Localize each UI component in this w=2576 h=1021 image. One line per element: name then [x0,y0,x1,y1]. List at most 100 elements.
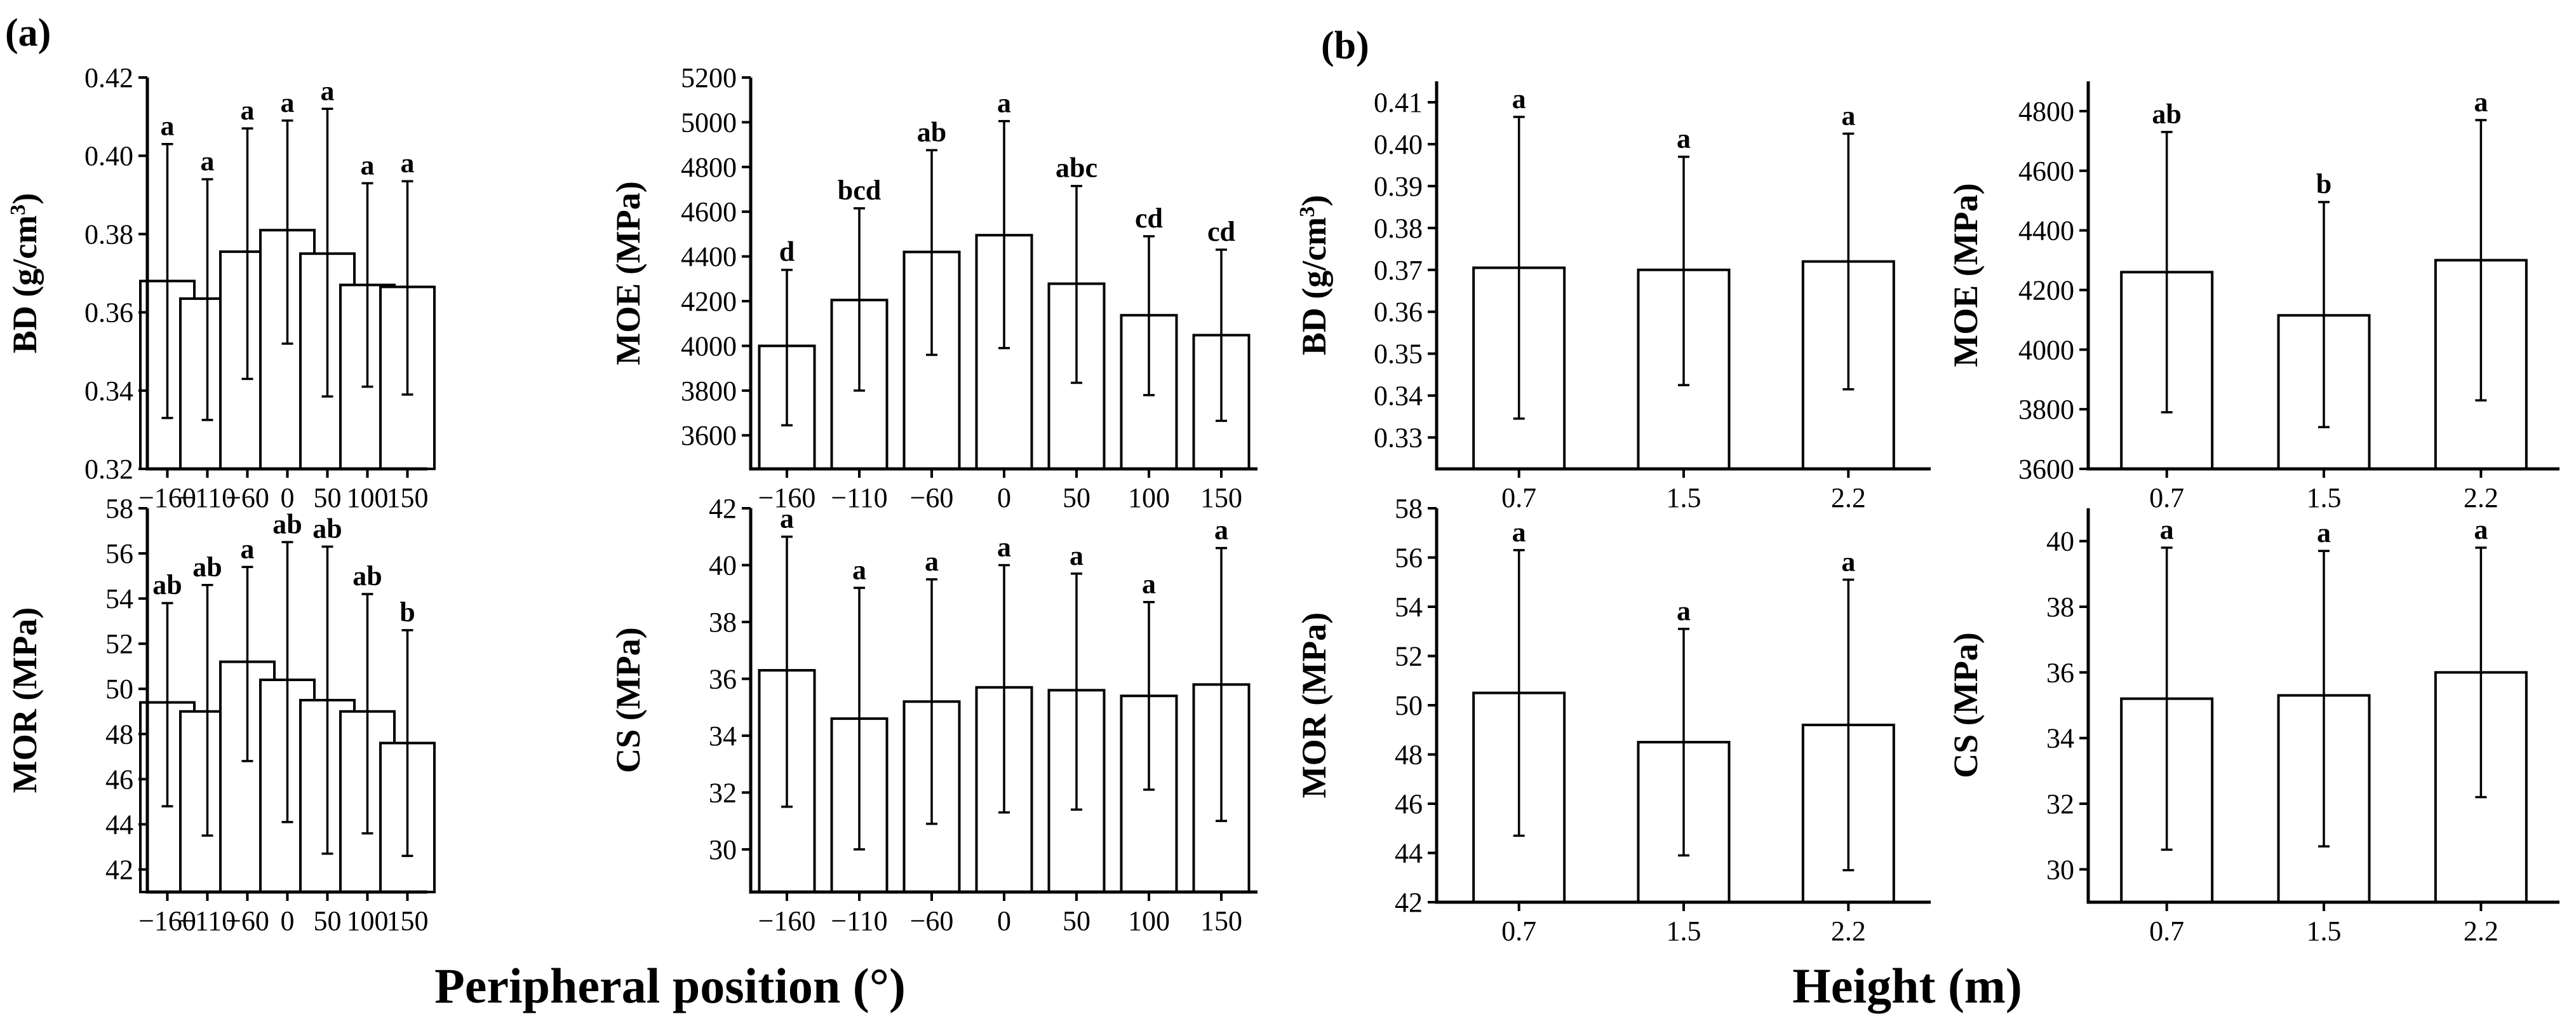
y-tick-label: 48 [1395,740,1423,771]
x-tick-label: −110 [179,482,236,513]
y-axis-label: MOR (MPa) [6,607,44,793]
y-tick-label: 3600 [2018,454,2074,485]
significance-label: ab [192,551,222,583]
significance-label: d [779,236,795,267]
x-tick-label: 50 [314,905,342,936]
y-axis-label: BD (g/cm3) [1295,195,1333,355]
y-tick-label: 4600 [681,196,737,227]
x-tick-label: −160 [138,905,196,936]
significance-label: a [401,147,415,179]
x-tick-label: 0 [281,905,295,936]
significance-label: cd [1135,203,1163,234]
y-tick-label: 32 [709,777,737,808]
y-tick-label: 38 [2046,592,2074,623]
chart-8: a a a 30 32 34 36 38 40 0.7 1.5 2.2 CS (MPa) [1947,508,2559,947]
charts-container: aaa a aa a0.320.340.360.380.400.42−160−110−… [6,62,2559,947]
x-tick-label: −60 [225,905,269,936]
axis-frame [1435,81,1931,471]
x-tick-label: −60 [225,482,269,513]
y-tick-label: 0.32 [84,454,133,485]
significance-label: a [1677,595,1691,626]
y-tick-label: 44 [105,809,133,840]
y-tick-label: 4400 [2018,215,2074,247]
significance-label: a [161,111,175,142]
x-tick-label: −110 [831,905,887,936]
y-axis-label: MOE (MPa) [1947,183,1985,367]
significance-label: a [361,149,375,180]
y-tick-label: 36 [2046,657,2074,688]
significance-label: ab [272,508,302,539]
significance-label: a [1214,515,1228,546]
y-tick-label: 3600 [681,420,737,451]
significance-label: a [1512,517,1526,548]
significance-label: a [241,533,255,564]
y-tick-label: 0.33 [1374,423,1423,454]
x-tick-label: −110 [831,482,887,513]
panel-label-a: (a) [5,11,51,55]
y-tick-label: 0.38 [1374,213,1423,244]
significance-label: ab [152,569,182,600]
significance-label: a [1841,546,1855,577]
significance-label: abc [1056,152,1097,184]
x-tick-label: 1.5 [1667,482,1701,513]
significance-label: ab [2152,98,2181,130]
y-tick-label: 40 [709,550,737,581]
y-tick-label: 0.38 [84,219,133,250]
y-tick-label: 34 [2046,723,2074,754]
significance-label: a [281,87,295,118]
y-tick-label: 0.39 [1374,171,1423,202]
y-tick-label: 42 [709,493,737,524]
x-tick-label: 100 [347,482,389,513]
y-tick-label: 3800 [2018,394,2074,425]
y-tick-label: 0.35 [1374,339,1423,370]
y-tick-label: 58 [105,493,133,524]
x-tick-label: 0.7 [2149,482,2184,513]
axis-frame [749,78,1258,471]
y-tick-label: 32 [2046,788,2074,820]
y-axis-label: MOR (MPa) [1295,612,1333,798]
y-tick-label: 5200 [681,62,737,93]
y-tick-label: 38 [709,607,737,638]
significance-label: a [2474,514,2488,545]
y-tick-label: 56 [1395,543,1423,574]
y-tick-label: 52 [1395,641,1423,672]
y-tick-label: 4200 [2018,274,2074,306]
y-tick-label: 34 [709,720,737,752]
x-tick-label: 0 [281,482,295,513]
significance-label: a [997,531,1011,562]
significance-label: a [852,554,866,585]
y-tick-label: 4200 [681,286,737,317]
x-tick-label: −60 [910,482,954,513]
x-tick-label: 100 [347,905,389,936]
significance-label: ab [352,560,382,592]
x-tick-label: 100 [1128,482,1170,513]
x-tick-label: 1.5 [2307,916,2342,947]
x-tick-label: −110 [179,905,236,936]
y-tick-label: 0.37 [1374,255,1423,286]
significance-label: a [2474,86,2488,118]
x-title-height: Height (m) [1792,958,2022,1013]
chart-6: ab b a 3600 3800 4000 4200 4400 4600 4800 0.7 1.5 2.… [1947,81,2559,513]
chart-1: aaa a aa a0.320.340.360.380.400.42−160−110−… [6,62,436,513]
y-axis-label: BD (g/cm3) [6,193,44,353]
x-tick-label: 2.2 [1831,916,1866,947]
x-tick-label: 0 [997,905,1011,936]
y-tick-label: 0.40 [84,140,133,172]
y-tick-label: 40 [2046,526,2074,557]
x-tick-label: 100 [1128,905,1170,936]
x-tick-label: 0.7 [1501,916,1536,947]
x-tick-label: 1.5 [2307,482,2342,513]
x-tick-label: 150 [1200,482,1242,513]
y-tick-label: 46 [1395,788,1423,820]
y-tick-label: 46 [105,764,133,795]
significance-label: bcd [838,175,881,206]
y-tick-label: 36 [709,663,737,694]
y-tick-label: 0.41 [1374,87,1423,118]
significance-label: a [780,503,794,534]
y-tick-label: 50 [1395,690,1423,721]
x-tick-label: 2.2 [2464,916,2499,947]
x-tick-label: 2.2 [2464,482,2499,513]
x-tick-label: −160 [758,482,816,513]
y-tick-label: 4000 [681,330,737,362]
significance-label: b [399,597,415,628]
